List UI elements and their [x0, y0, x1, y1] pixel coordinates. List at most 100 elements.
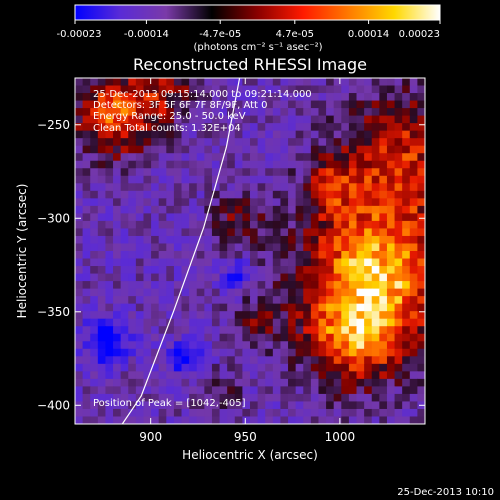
heatmap-cell: [242, 416, 251, 424]
heatmap-cell: [143, 175, 152, 184]
heatmap-cell: [409, 93, 418, 102]
heatmap-cell: [295, 145, 304, 154]
heatmap-cell: [250, 303, 259, 312]
heatmap-cell: [265, 318, 274, 327]
heatmap-cell: [166, 93, 175, 102]
heatmap-cell: [166, 220, 175, 230]
heatmap-cell: [158, 273, 167, 282]
heatmap-cell: [143, 273, 152, 282]
heatmap-cell: [333, 273, 342, 282]
heatmap-cell: [386, 153, 396, 162]
heatmap-cell: [120, 266, 129, 275]
heatmap-cell: [227, 296, 236, 305]
heatmap-cell: [250, 416, 259, 424]
heatmap-cell: [143, 78, 152, 87]
heatmap-cell: [105, 378, 114, 387]
heatmap-cell: [196, 326, 205, 335]
heatmap-cell: [295, 348, 304, 357]
heatmap-cell: [211, 393, 221, 403]
heatmap-cell: [97, 243, 107, 252]
heatmap-cell: [341, 153, 350, 162]
heatmap-cell: [310, 93, 320, 102]
y-tick-label: −250: [37, 118, 70, 132]
heatmap-cell: [242, 348, 251, 357]
heatmap-cell: [173, 341, 183, 350]
heatmap-cell: [189, 213, 198, 222]
heatmap-cell: [158, 138, 167, 147]
heatmap-cell: [371, 416, 380, 424]
heatmap-cell: [97, 78, 107, 87]
heatmap-cell: [409, 281, 418, 290]
heatmap-cell: [310, 333, 320, 342]
heatmap-cell: [280, 258, 289, 267]
heatmap-cell: [196, 93, 205, 102]
heatmap-cell: [341, 115, 350, 124]
heatmap-cell: [257, 311, 266, 320]
heatmap-cell: [135, 251, 145, 260]
heatmap-cell: [82, 243, 91, 252]
heatmap-cell: [181, 78, 190, 87]
heatmap-cell: [280, 220, 289, 230]
heatmap-cell: [326, 363, 335, 372]
heatmap-cell: [326, 266, 335, 275]
heatmap-cell: [242, 138, 251, 147]
heatmap-cell: [402, 198, 411, 207]
y-axis-ticks: −250−300−350−400: [37, 118, 425, 412]
heatmap-cell: [234, 198, 243, 207]
heatmap-cell: [113, 371, 122, 380]
heatmap-cell: [371, 318, 380, 327]
heatmap-cell: [196, 243, 205, 252]
heatmap-cell: [288, 213, 297, 222]
heatmap-cell: [90, 408, 99, 418]
heatmap-cell: [242, 393, 251, 403]
heatmap-cell: [128, 130, 137, 139]
heatmap-cell: [219, 273, 228, 282]
heatmap-cell: [417, 416, 425, 424]
heatmap-cell: [318, 175, 327, 184]
heatmap-cell: [173, 281, 183, 290]
heatmap-cell: [189, 235, 198, 245]
heatmap-cell: [326, 356, 335, 365]
heatmap-cell: [409, 318, 418, 327]
heatmap-cell: [234, 408, 243, 418]
heatmap-cell: [379, 78, 388, 87]
heatmap-cell: [82, 198, 91, 207]
heatmap-cell: [105, 363, 114, 372]
heatmap-cell: [394, 333, 403, 342]
heatmap-cell: [158, 363, 167, 372]
heatmap-cell: [166, 243, 175, 252]
heatmap-cell: [402, 311, 411, 320]
heatmap-cell: [158, 130, 167, 139]
heatmap-cell: [379, 348, 388, 357]
heatmap-cell: [371, 130, 380, 139]
heatmap-cell: [75, 333, 84, 342]
heatmap-cell: [90, 318, 99, 327]
heatmap-cell: [272, 115, 282, 124]
heatmap-cell: [295, 168, 304, 177]
heatmap-cell: [234, 175, 243, 184]
heatmap-cell: [128, 160, 137, 169]
heatmap-cell: [288, 386, 297, 395]
heatmap-cell: [257, 183, 266, 192]
heatmap-cell: [211, 281, 221, 290]
heatmap-cell: [257, 175, 266, 184]
heatmap-cell: [333, 378, 342, 387]
heatmap-cell: [288, 168, 297, 177]
heatmap-cell: [348, 138, 358, 147]
heatmap-cell: [333, 190, 342, 199]
y-tick-label: −300: [37, 211, 70, 225]
heatmap-cell: [303, 296, 312, 305]
heatmap-cell: [204, 288, 213, 297]
heatmap-cell: [272, 243, 282, 252]
heatmap-cell: [303, 318, 312, 327]
heatmap-cell: [219, 386, 228, 395]
heatmap-cell: [90, 393, 99, 403]
heatmap-cell: [394, 198, 403, 207]
heatmap-cell: [120, 198, 129, 207]
heatmap-cell: [181, 175, 190, 184]
heatmap-cell: [189, 198, 198, 207]
heatmap-cell: [417, 251, 425, 260]
heatmap-cell: [90, 160, 99, 169]
heatmap-cell: [356, 153, 365, 162]
heatmap-cell: [318, 138, 327, 147]
